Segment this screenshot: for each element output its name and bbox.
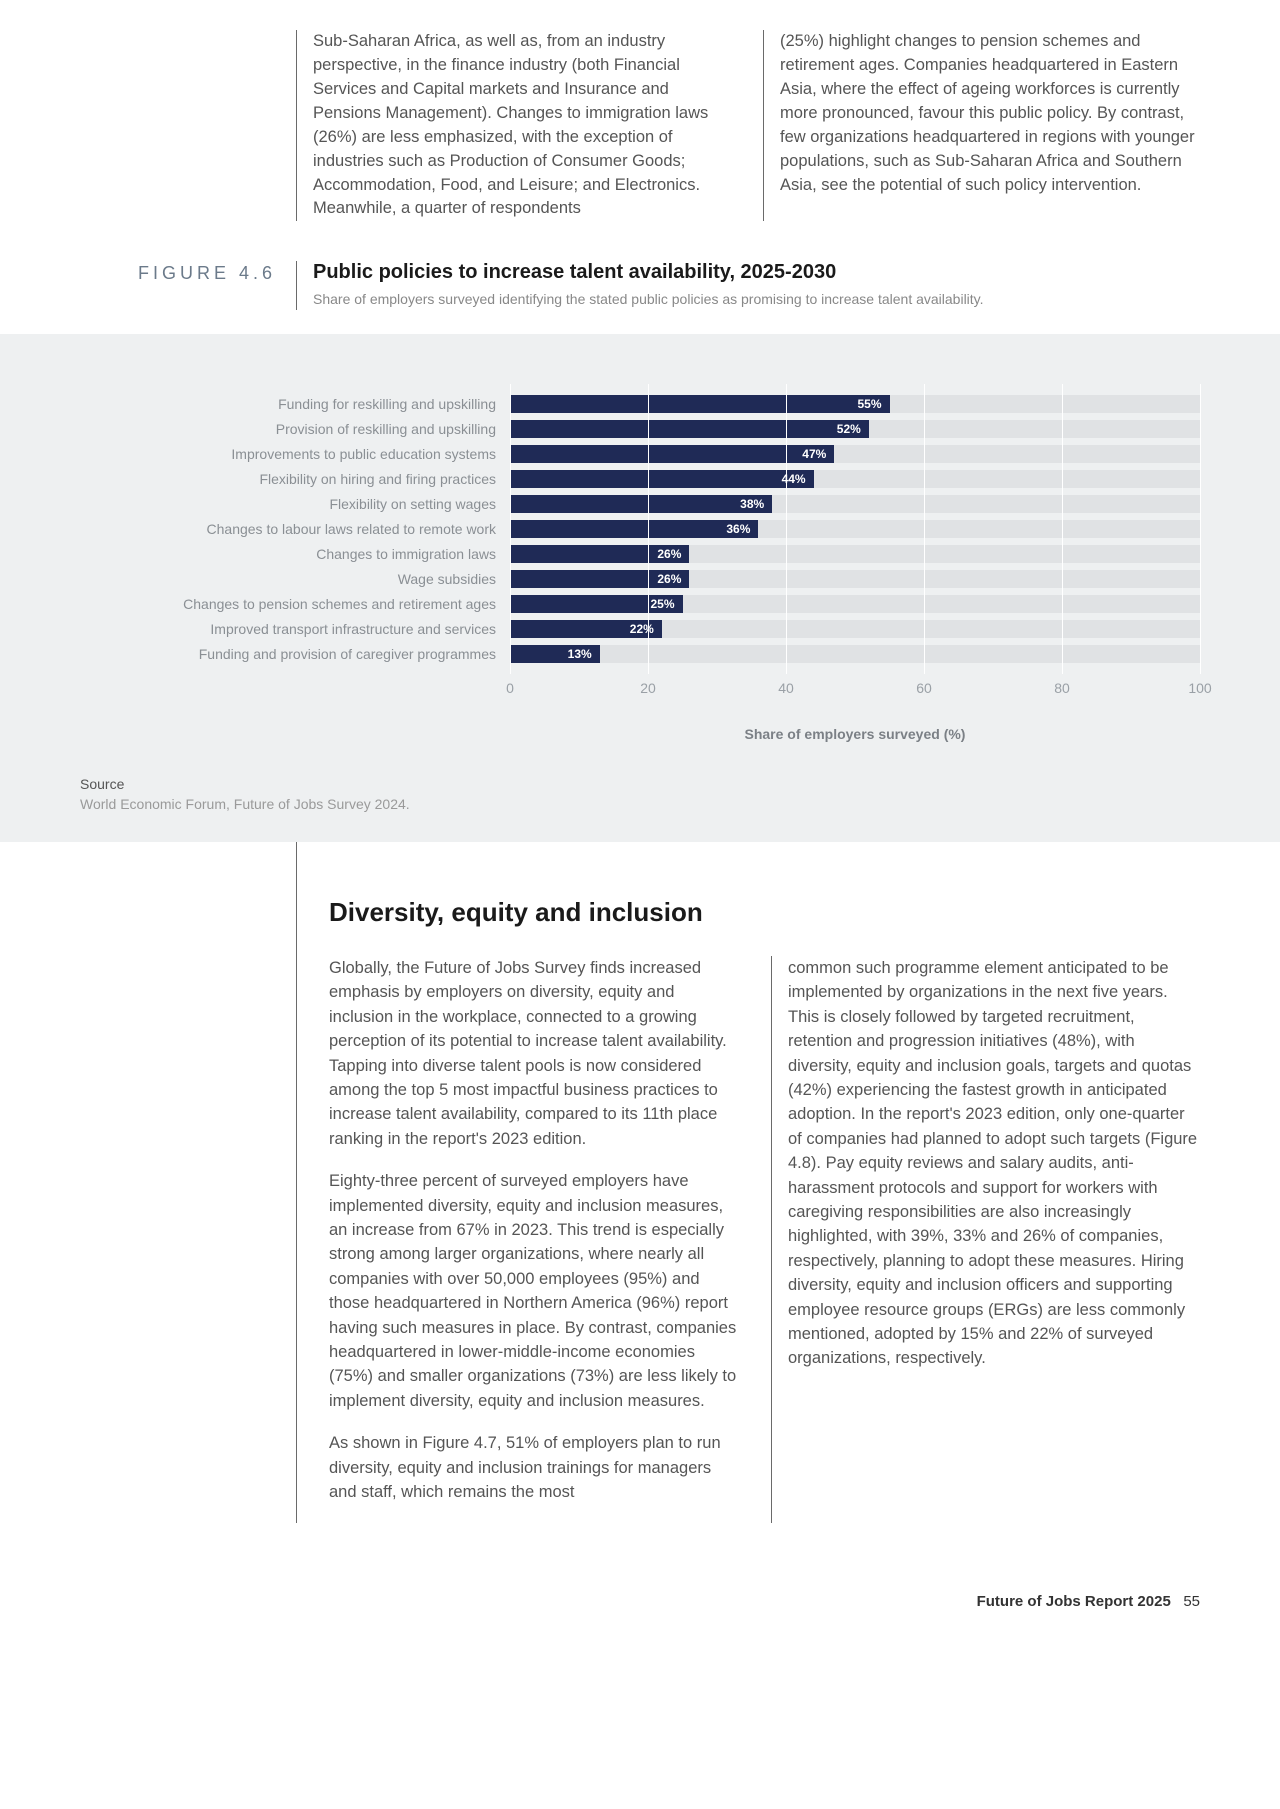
chart-bar-row: 36%: [510, 517, 1200, 541]
chart-x-tick: 0: [506, 680, 514, 696]
chart-category-label: Wage subsidies: [80, 566, 510, 591]
chart-category-label: Changes to labour laws related to remote…: [80, 516, 510, 541]
body-paragraph: common such programme element anticipate…: [788, 956, 1200, 1371]
chart-category-label: Funding and provision of caregiver progr…: [80, 641, 510, 666]
chart-bar: 52%: [510, 420, 869, 438]
chart-bar: 22%: [510, 620, 662, 638]
chart-category-label: Improved transport infrastructure and se…: [80, 616, 510, 641]
chart-bar-row: 22%: [510, 617, 1200, 641]
body-paragraph: Globally, the Future of Jobs Survey find…: [329, 956, 741, 1151]
chart-y-labels: Funding for reskilling and upskillingPro…: [80, 384, 510, 674]
chart-x-title: Share of employers surveyed (%): [510, 726, 1200, 742]
intro-left: Sub-Saharan Africa, as well as, from an …: [313, 30, 733, 221]
body-paragraph: Eighty-three percent of surveyed employe…: [329, 1169, 741, 1413]
source-label: Source: [80, 776, 1200, 792]
figure-header: FIGURE 4.6 Public policies to increase t…: [80, 261, 1200, 310]
chart-category-label: Improvements to public education systems: [80, 441, 510, 466]
chart-x-tick: 60: [916, 680, 932, 696]
intro-right: (25%) highlight changes to pension schem…: [763, 30, 1200, 221]
footer-page: 55: [1183, 1593, 1200, 1610]
body-paragraph: As shown in Figure 4.7, 51% of employers…: [329, 1431, 741, 1504]
figure-subtitle: Share of employers surveyed identifying …: [313, 290, 1200, 310]
chart-bar-row: 26%: [510, 542, 1200, 566]
chart-bar: 38%: [510, 495, 772, 513]
section-block: Diversity, equity and inclusion Globally…: [296, 897, 1200, 1523]
chart-bar: 44%: [510, 470, 814, 488]
chart-bar: 26%: [510, 545, 689, 563]
chart-x-tick: 100: [1188, 680, 1211, 696]
chart-bar: 47%: [510, 445, 834, 463]
chart-category-label: Funding for reskilling and upskilling: [80, 391, 510, 416]
chart-category-label: Changes to immigration laws: [80, 541, 510, 566]
chart-bar: 55%: [510, 395, 890, 413]
figure-title: Public policies to increase talent avail…: [313, 261, 1200, 284]
chart-x-tick: 80: [1054, 680, 1070, 696]
footer-report: Future of Jobs Report 2025: [977, 1593, 1171, 1610]
chart-bar: 26%: [510, 570, 689, 588]
chart-bar-row: 47%: [510, 442, 1200, 466]
chart-bar: 13%: [510, 645, 600, 663]
intro-columns: Sub-Saharan Africa, as well as, from an …: [296, 30, 1200, 221]
chart-bar-row: 55%: [510, 392, 1200, 416]
chart-area: Funding for reskilling and upskillingPro…: [0, 334, 1280, 842]
page-footer: Future of Jobs Report 2025 55: [80, 1593, 1200, 1610]
section-title: Diversity, equity and inclusion: [329, 897, 1200, 928]
chart-bar-row: 44%: [510, 467, 1200, 491]
source-text: World Economic Forum, Future of Jobs Sur…: [80, 796, 1200, 812]
chart-bar-row: 13%: [510, 642, 1200, 666]
chart-category-label: Flexibility on setting wages: [80, 491, 510, 516]
chart-plot: 55%52%47%44%38%36%26%26%25%22%13% 020406…: [510, 384, 1200, 742]
chart-category-label: Changes to pension schemes and retiremen…: [80, 591, 510, 616]
figure-number: FIGURE 4.6: [80, 261, 296, 284]
chart-category-label: Provision of reskilling and upskilling: [80, 416, 510, 441]
chart-bar-row: 38%: [510, 492, 1200, 516]
chart-bar: 25%: [510, 595, 683, 613]
chart-bar-row: 52%: [510, 417, 1200, 441]
chart-x-axis: 020406080100: [510, 680, 1200, 702]
chart-bar: 36%: [510, 520, 758, 538]
chart-category-label: Flexibility on hiring and firing practic…: [80, 466, 510, 491]
figure-source: Source World Economic Forum, Future of J…: [80, 776, 1200, 812]
body-right-column: common such programme element anticipate…: [771, 956, 1200, 1523]
chart-x-tick: 20: [640, 680, 656, 696]
chart-bar-row: 25%: [510, 592, 1200, 616]
chart-bar-row: 26%: [510, 567, 1200, 591]
body-left-column: Globally, the Future of Jobs Survey find…: [329, 956, 741, 1523]
chart-x-tick: 40: [778, 680, 794, 696]
